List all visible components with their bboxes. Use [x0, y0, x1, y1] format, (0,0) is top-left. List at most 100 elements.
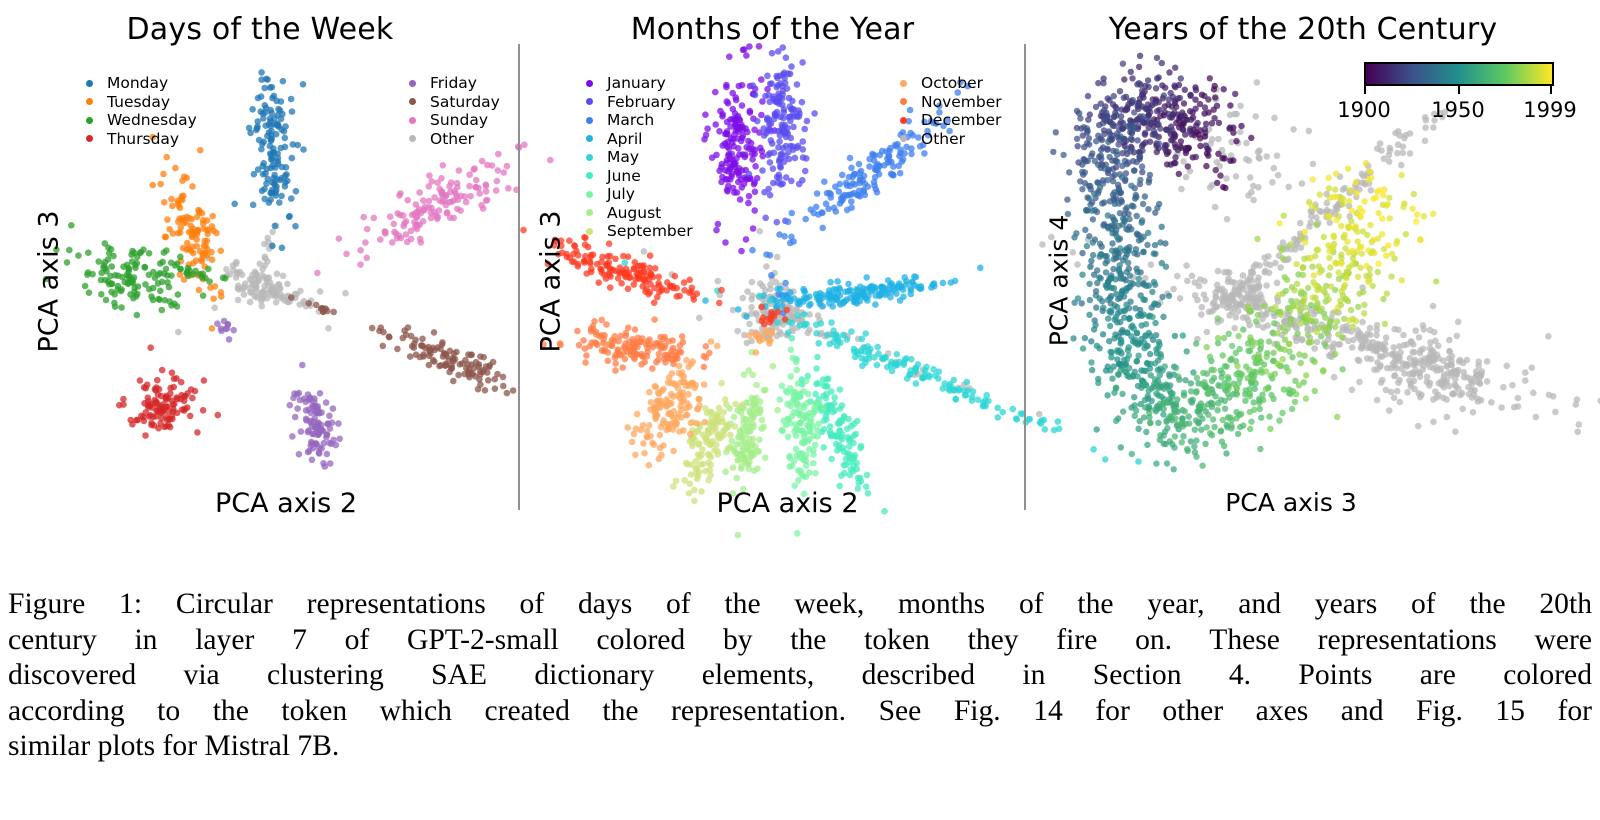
cluster-december: [520, 226, 725, 307]
days-legend-item: Tuesday: [86, 93, 197, 112]
months-legend-right: October November December Other: [900, 74, 1002, 148]
cluster-tuesday: [149, 133, 225, 332]
legend-label: September: [607, 222, 693, 240]
months-legend-item: March: [586, 111, 693, 130]
legend-marker-icon: [586, 172, 593, 180]
colorbar-tick-1900: [1364, 86, 1366, 94]
months-legend-item: May: [586, 148, 693, 167]
cluster-august: [721, 348, 781, 539]
caption-line-5: similar plots for Mistral 7B.: [8, 730, 340, 762]
divider-right: [1024, 44, 1026, 510]
legend-marker-icon: [586, 227, 593, 235]
legend-marker-icon: [86, 98, 93, 106]
cluster-wednesday: [42, 222, 207, 319]
legend-label: Wednesday: [107, 111, 197, 129]
months-legend-item: December: [900, 111, 1002, 130]
caption-line-2: century in layer 7 of GPT-2-small colore…: [8, 623, 1592, 656]
legend-label: Tuesday: [107, 92, 171, 111]
months-legend-item: January: [586, 74, 693, 93]
cluster-april: [702, 264, 984, 320]
days-legend-right: Friday Saturday Sunday Other: [409, 74, 500, 148]
legend-label: January: [607, 74, 666, 92]
cluster-monday-tip: [249, 76, 284, 140]
cluster-wednesday-tail: [167, 259, 229, 285]
cluster-may: [621, 259, 1142, 465]
legend-label: July: [607, 185, 635, 203]
years-title: Years of the 20th Century: [1108, 12, 1498, 47]
years-colorbar: [1364, 62, 1554, 86]
legend-marker-icon: [586, 116, 593, 124]
months-legend-item: July: [586, 185, 693, 204]
months-legend-item: September: [586, 222, 693, 241]
legend-marker-icon: [586, 190, 593, 198]
cluster-monday: [231, 69, 307, 252]
legend-label: June: [607, 166, 641, 185]
legend-marker-icon: [409, 116, 416, 124]
days-legend-left: Monday Tuesday Wednesday Thursday: [86, 74, 197, 148]
months-ylabel: PCA axis 3: [535, 210, 567, 353]
cluster-july: [776, 346, 827, 537]
cluster-saturday: [368, 324, 517, 397]
cluster-september: [670, 379, 746, 505]
months-legend-item: October: [900, 74, 1002, 93]
legend-label: Sunday: [430, 111, 488, 129]
legend-label: Saturday: [430, 92, 500, 111]
days-legend-item: Thursday: [86, 130, 197, 149]
caption-line-4: according to the token which created the…: [8, 694, 1592, 727]
cluster-october-center: [745, 327, 776, 356]
legend-marker-icon: [586, 135, 593, 143]
days-scatter-plot: [42, 69, 554, 470]
months-legend-left: January February March April May June July Augu…: [586, 74, 693, 241]
caption-line-3: discovered via clustering SAE dictionary…: [8, 659, 1592, 691]
divider-left: [518, 44, 520, 510]
legend-label: Other: [921, 129, 966, 148]
days-xlabel: PCA axis 2: [214, 488, 358, 519]
cluster-years-gradient: [1050, 52, 1440, 473]
cluster-friday: [286, 361, 344, 470]
cluster-november: [540, 316, 713, 374]
legend-label: March: [607, 111, 655, 129]
months-legend-item: Other: [900, 130, 1002, 149]
days-legend-item: Monday: [86, 74, 197, 93]
cluster-february: [745, 44, 818, 226]
legend-marker-icon: [900, 79, 907, 87]
months-xlabel: PCA axis 2: [716, 488, 859, 519]
legend-marker-icon: [86, 79, 93, 87]
legend-marker-icon: [586, 79, 593, 87]
legend-marker-icon: [900, 98, 907, 106]
cluster-other-arm-left: [223, 258, 273, 285]
days-title: Days of the Week: [126, 12, 394, 47]
cluster-january: [701, 43, 779, 255]
legend-marker-icon: [586, 209, 593, 217]
legend-marker-icon: [586, 98, 593, 106]
legend-label: October: [921, 74, 984, 92]
cluster-saturday-tail: [288, 294, 338, 316]
legend-marker-icon: [586, 153, 593, 161]
legend-marker-icon: [409, 79, 416, 87]
legend-label: February: [607, 92, 676, 111]
legend-label: Friday: [430, 74, 477, 92]
days-legend-item: Wednesday: [86, 111, 197, 130]
legend-label: December: [921, 111, 1002, 129]
cluster-friday-tail: [214, 317, 237, 343]
months-legend-item: February: [586, 93, 693, 112]
days-legend-item: Sunday: [409, 111, 500, 130]
legend-label: Other: [430, 129, 475, 148]
legend-marker-icon: [900, 135, 907, 143]
colorbar-label-1999: 1999: [1523, 98, 1577, 122]
days-legend-item: Other: [409, 130, 500, 149]
cluster-other-blob: [1328, 284, 1600, 436]
cluster-sunday: [314, 141, 554, 277]
years-panel: Years of the 20th Century PCA axis 3 PCA…: [1026, 0, 1600, 540]
legend-marker-icon: [86, 135, 93, 143]
cluster-thursday: [116, 344, 222, 439]
years-scatter-plot: [1039, 52, 1600, 473]
months-legend-item: April: [586, 130, 693, 149]
years-xlabel: PCA axis 3: [1225, 488, 1357, 517]
legend-label: August: [607, 203, 662, 222]
legend-label: Thursday: [107, 129, 180, 148]
days-legend-item: Saturday: [409, 93, 500, 112]
months-panel: Months of the Year January February March A…: [520, 0, 1142, 540]
cluster-december-center: [758, 303, 791, 328]
cluster-other-arm-up: [248, 222, 280, 289]
